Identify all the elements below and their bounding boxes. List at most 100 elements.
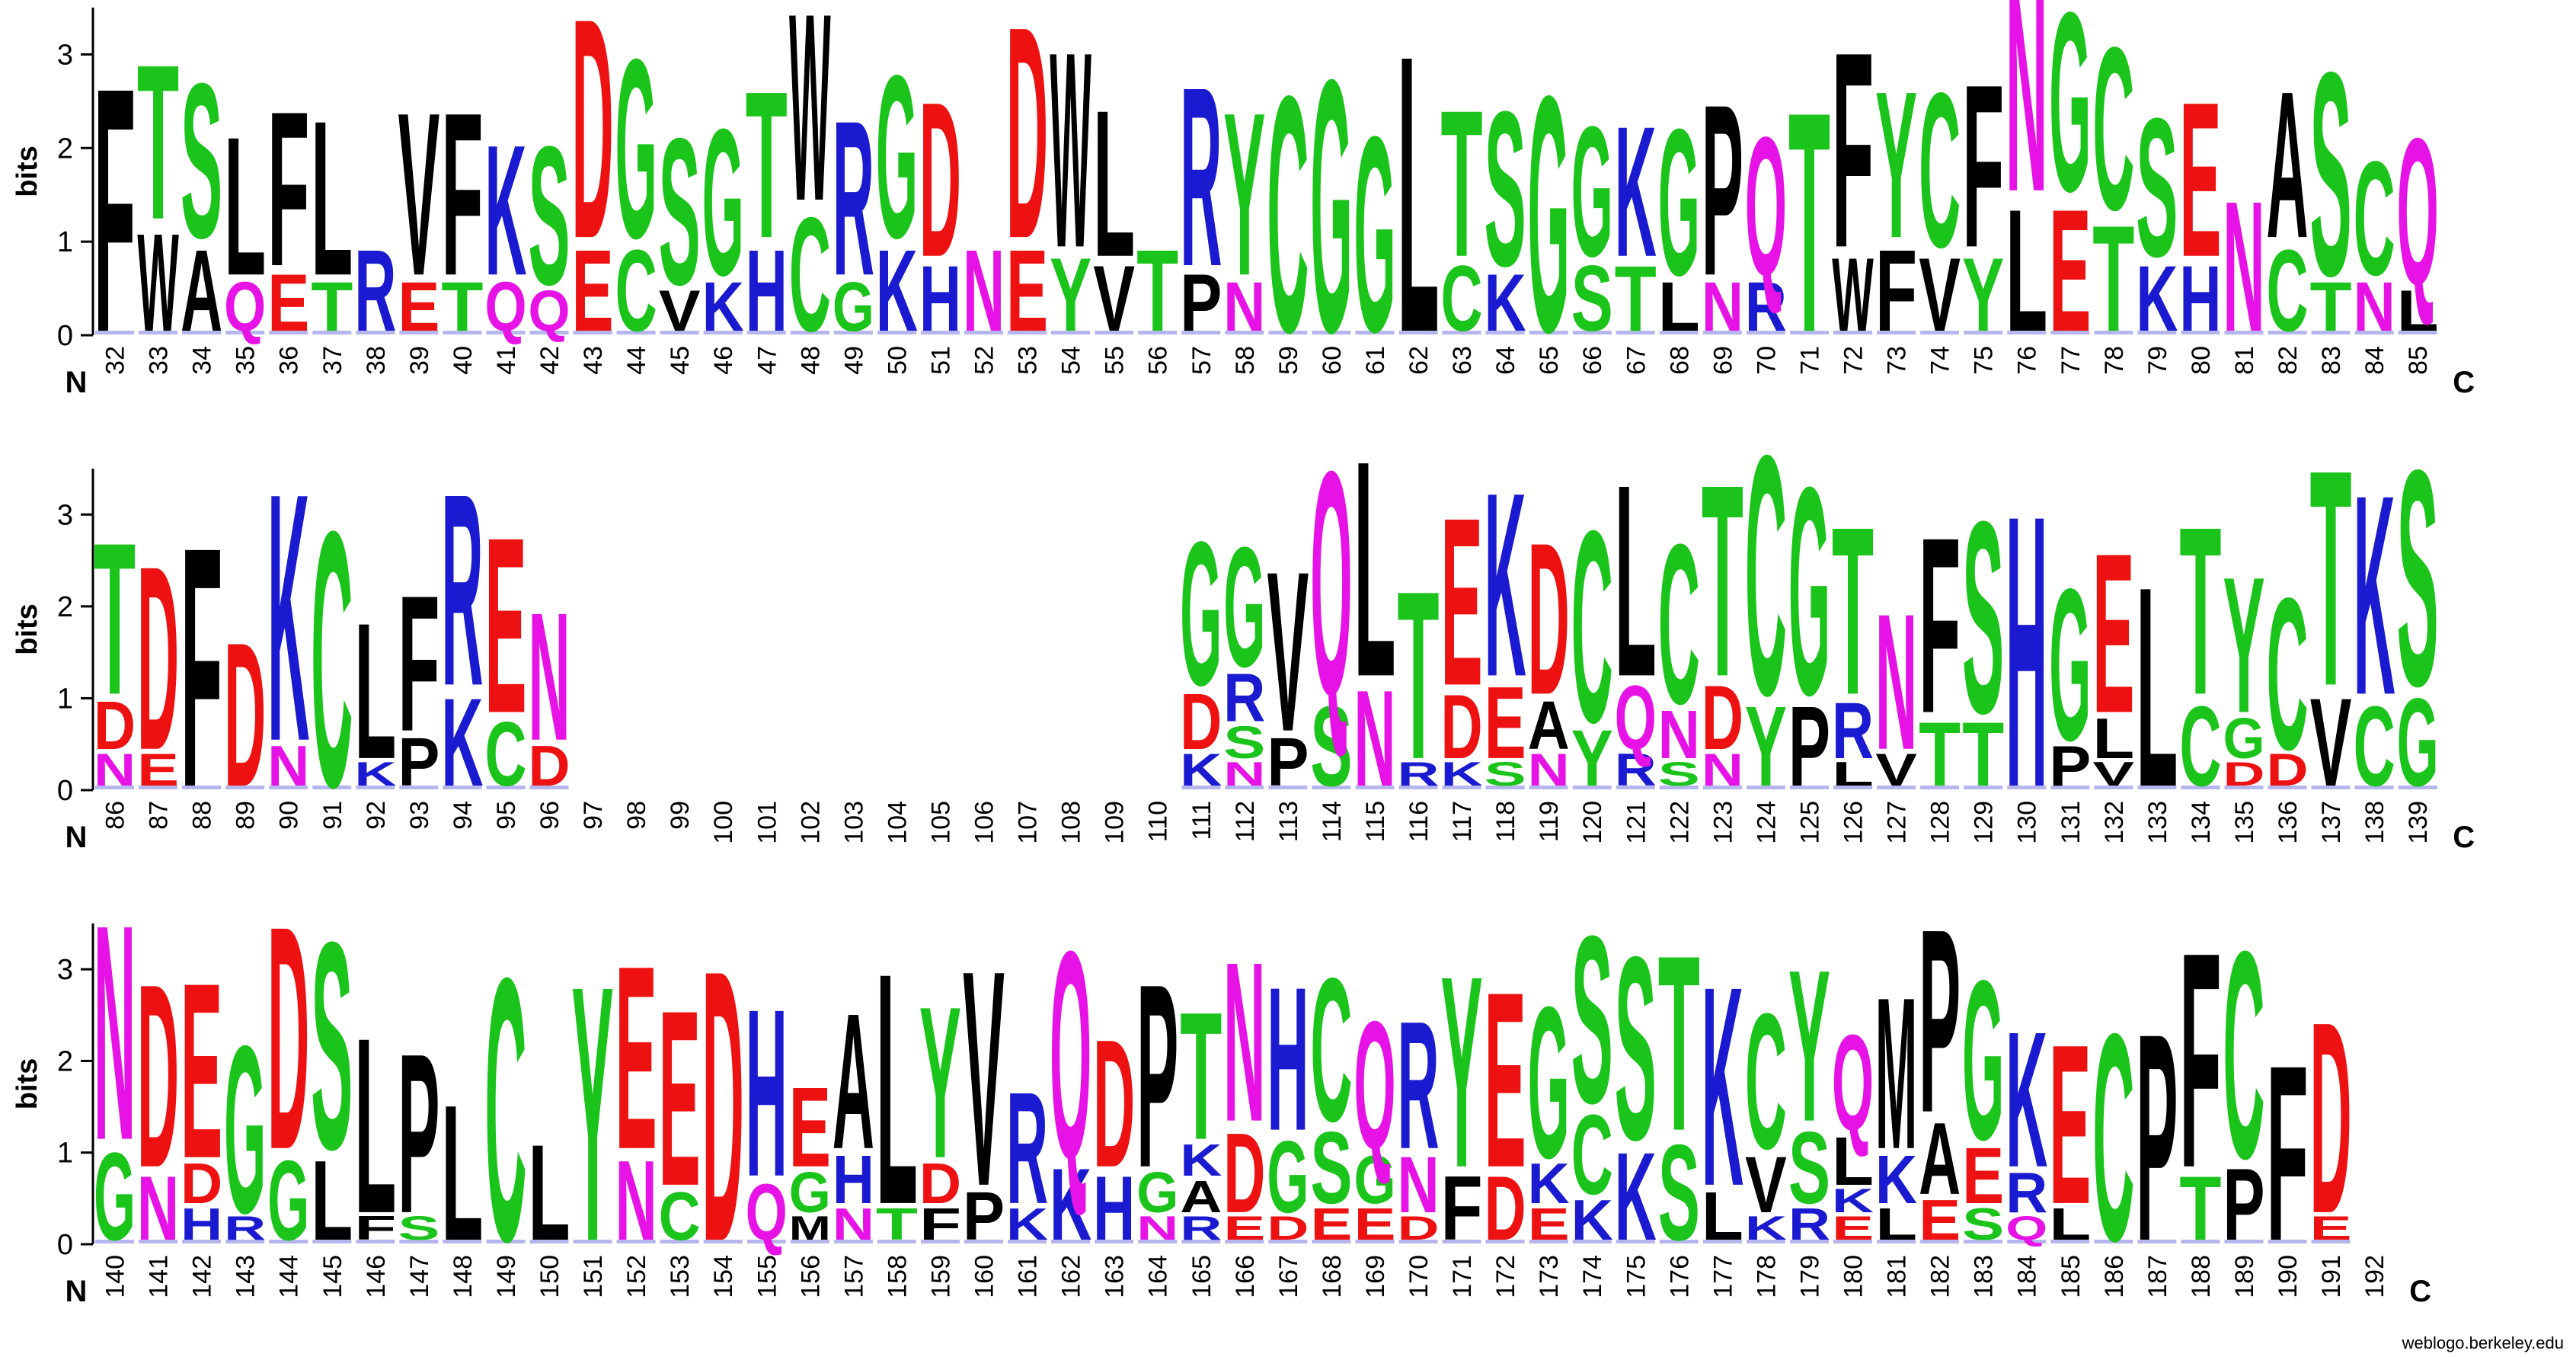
logo-letter: D bbox=[2266, 744, 2308, 795]
noise-bar bbox=[1485, 786, 1525, 789]
noise-bar bbox=[1529, 786, 1568, 789]
noise-bar bbox=[1398, 331, 1438, 334]
y-tick-label: 1 bbox=[57, 226, 73, 258]
noise-bar bbox=[1833, 331, 1873, 334]
noise-bar bbox=[1964, 331, 2003, 334]
logo-letter: T bbox=[2310, 407, 2352, 751]
y-tick-label: 3 bbox=[57, 39, 73, 71]
logo-letter: T bbox=[1919, 704, 1961, 805]
position-label: 139 bbox=[2404, 801, 2433, 844]
noise-bar bbox=[225, 786, 265, 789]
logo-letter: F bbox=[1962, 36, 2004, 296]
noise-bar bbox=[1051, 331, 1091, 334]
logo-letter: Y bbox=[2223, 538, 2264, 754]
noise-bar bbox=[1268, 786, 1308, 789]
noise-bar bbox=[1616, 1240, 1655, 1243]
noise-bar bbox=[182, 786, 222, 789]
logo-letter: L bbox=[1832, 1124, 1874, 1200]
position-label: 163 bbox=[1101, 1255, 1130, 1298]
logo-letter: K bbox=[1832, 1182, 1874, 1220]
noise-bar bbox=[139, 331, 178, 334]
logo-letter: N bbox=[1528, 744, 1570, 795]
logo-letter: E bbox=[2310, 1209, 2352, 1247]
noise-bar bbox=[790, 331, 829, 334]
noise-bar bbox=[1398, 1240, 1438, 1243]
position-label: 148 bbox=[449, 1255, 478, 1298]
logo-letter: L bbox=[224, 96, 266, 317]
logo-letter: A bbox=[1180, 1171, 1222, 1222]
logo-letter: C bbox=[1441, 247, 1483, 351]
logo-letter: F bbox=[1441, 1158, 1483, 1259]
logo-letter: A bbox=[2267, 48, 2309, 282]
noise-bar bbox=[1181, 331, 1221, 334]
position-label: 141 bbox=[145, 1255, 174, 1298]
logo-letter: F bbox=[181, 476, 222, 859]
noise-bar bbox=[1789, 786, 1829, 789]
noise-bar bbox=[703, 1240, 743, 1243]
position-label: 41 bbox=[492, 346, 521, 375]
logo-letter: H bbox=[833, 1141, 874, 1218]
noise-bar bbox=[746, 331, 786, 334]
position-label: 75 bbox=[1970, 346, 1999, 375]
y-tick-label: 3 bbox=[57, 499, 73, 531]
position-label: 109 bbox=[1101, 801, 1130, 844]
noise-bar bbox=[1789, 1240, 1829, 1243]
logo-letter: F bbox=[354, 1209, 396, 1247]
logo-letter: T bbox=[1136, 226, 1178, 355]
logo-letter: E bbox=[1485, 939, 1526, 1220]
noise-bar bbox=[660, 1240, 699, 1243]
logo-letter: Y bbox=[1050, 236, 1091, 354]
noise-bar bbox=[1355, 1240, 1395, 1243]
logo-letter: P bbox=[1136, 930, 1178, 1222]
position-label: 64 bbox=[1491, 346, 1520, 375]
logo-letter: C bbox=[1919, 46, 1961, 293]
logo-letter: G bbox=[615, 6, 657, 292]
position-label: 140 bbox=[101, 1255, 130, 1298]
logo-letter: W bbox=[1050, 0, 1091, 306]
logo-letter: W bbox=[1832, 237, 1874, 354]
noise-bar bbox=[1702, 1240, 1742, 1243]
noise-bar bbox=[2398, 786, 2437, 789]
noise-bar bbox=[1877, 1240, 1916, 1243]
logo-letter: E bbox=[1223, 1209, 1265, 1247]
position-label: 94 bbox=[449, 801, 478, 830]
logo-letter: V bbox=[659, 278, 701, 344]
noise-bar bbox=[964, 1240, 1004, 1243]
position-label: 53 bbox=[1014, 346, 1043, 375]
position-label: 82 bbox=[2274, 346, 2303, 375]
position-label: 114 bbox=[1318, 801, 1347, 842]
noise-bar bbox=[1746, 1240, 1785, 1243]
logo-letter: K bbox=[2006, 991, 2047, 1207]
position-label: 156 bbox=[796, 1255, 825, 1298]
logo-letter: R bbox=[1615, 744, 1657, 795]
position-label: 161 bbox=[1014, 1255, 1043, 1298]
y-tick-label: 0 bbox=[57, 1229, 73, 1261]
noise-bar bbox=[225, 1240, 265, 1243]
logo-letter: N bbox=[833, 1199, 874, 1250]
noise-bar bbox=[1833, 1240, 1873, 1243]
noise-bar bbox=[2137, 1240, 2177, 1243]
logo-letter: Q bbox=[1050, 890, 1091, 1221]
logo-letter: S bbox=[1962, 466, 2004, 771]
logo-letter: C bbox=[484, 704, 526, 806]
noise-bar bbox=[1225, 1240, 1264, 1243]
position-label: 71 bbox=[1795, 346, 1824, 375]
position-label: 83 bbox=[2317, 346, 2346, 375]
logo-letter: M bbox=[789, 1209, 831, 1247]
position-label: 155 bbox=[753, 1255, 781, 1298]
logo-letter: P bbox=[1919, 875, 1961, 1167]
logo-letter: L bbox=[311, 75, 353, 322]
logo-letter: D bbox=[267, 859, 309, 1215]
position-label: 65 bbox=[1535, 346, 1564, 375]
position-label: 97 bbox=[579, 801, 608, 830]
position-label: 126 bbox=[1839, 801, 1868, 844]
position-label: 102 bbox=[796, 801, 825, 844]
logo-letter: C bbox=[2223, 891, 2264, 1221]
position-label: 166 bbox=[1231, 1255, 1260, 1298]
logo-letter: E bbox=[484, 485, 526, 766]
logo-letter: S bbox=[1658, 755, 1700, 793]
position-label: 133 bbox=[2143, 801, 2172, 844]
position-label: 99 bbox=[666, 801, 695, 830]
logo-letter: E bbox=[1832, 1209, 1874, 1247]
